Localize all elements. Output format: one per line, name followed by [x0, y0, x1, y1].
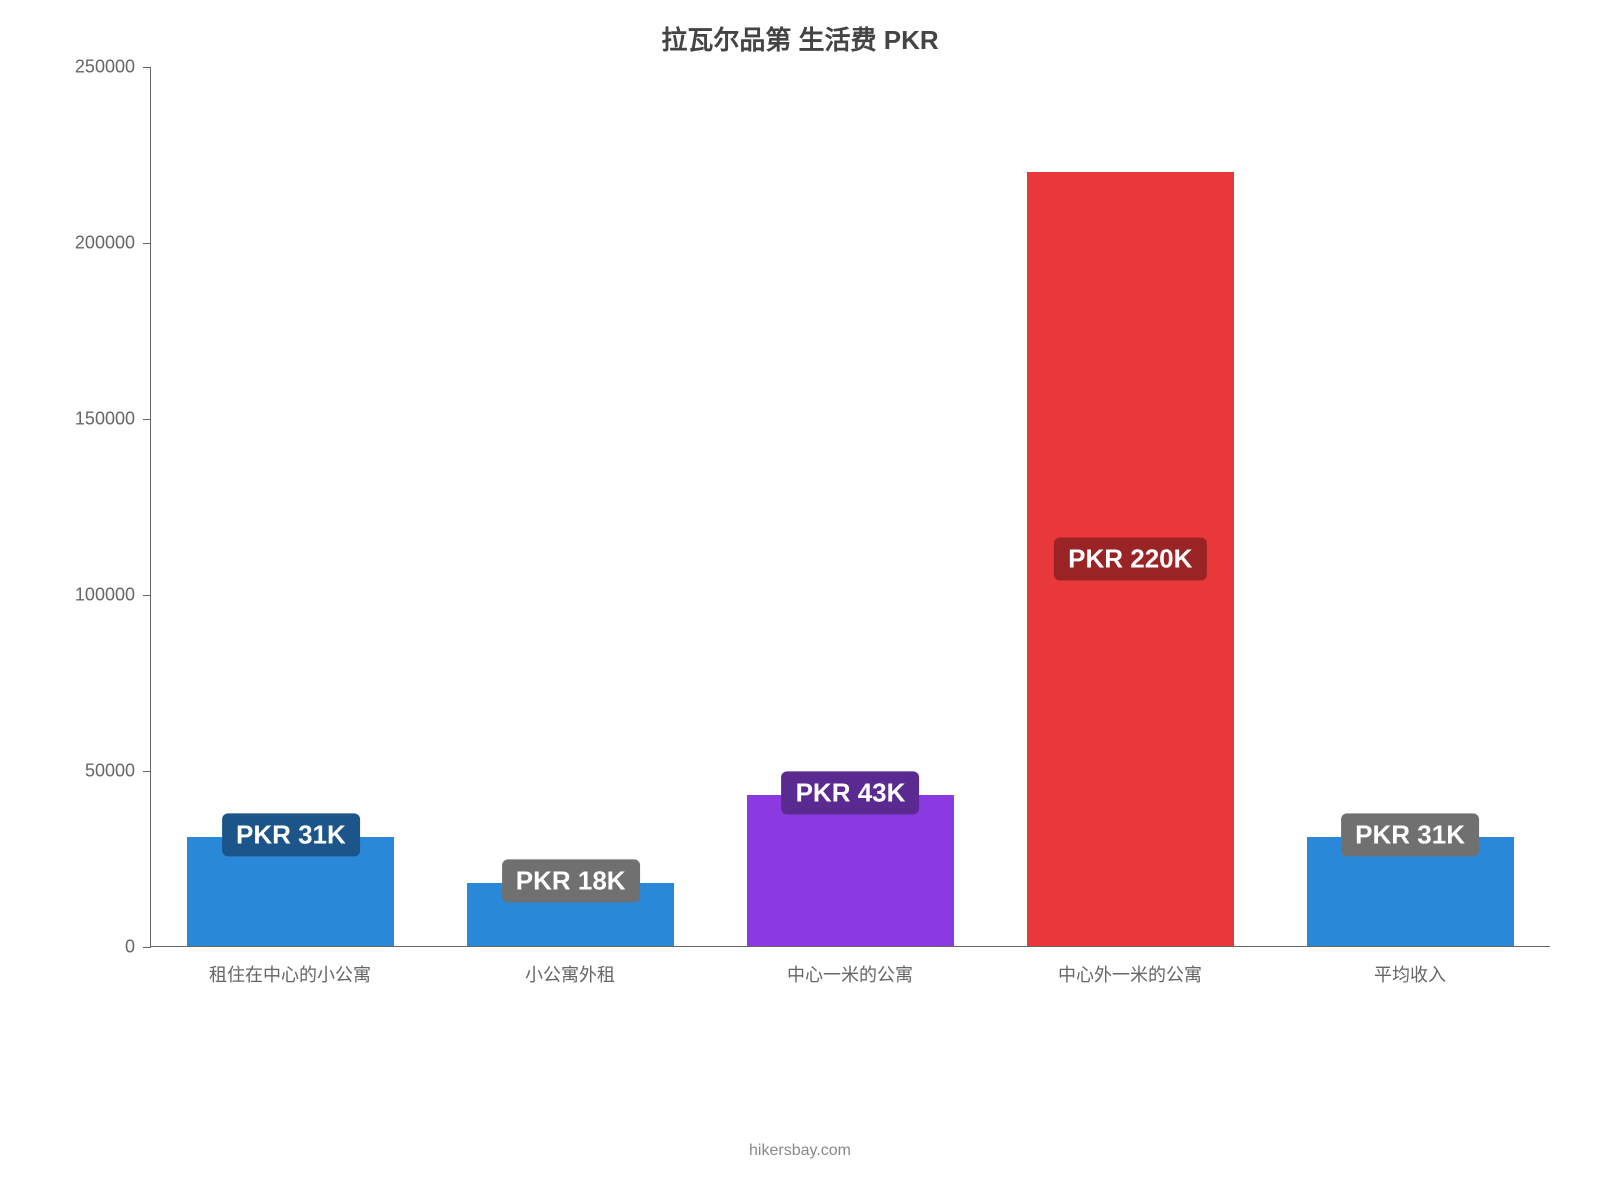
x-tick-label: 小公寓外租: [430, 961, 710, 987]
plot-area: PKR 31KPKR 18KPKR 43KPKR 220KPKR 31K 050…: [150, 67, 1550, 947]
bar: PKR 43K: [747, 795, 954, 946]
bar: PKR 18K: [467, 883, 674, 946]
y-tick: [143, 595, 151, 596]
x-tick-label: 中心一米的公寓: [710, 961, 990, 987]
x-tick-label: 平均收入: [1270, 961, 1550, 987]
y-tick: [143, 243, 151, 244]
chart-container: 拉瓦尔品第 生活费 PKR PKR 31K PKR 18K PKR 43K PKR 2…: [0, 0, 1600, 1200]
bar-slot: PKR 220K: [990, 67, 1270, 946]
x-axis-labels: 租住在中心的小公寓小公寓外租中心一米的公寓中心外一米的公寓平均收入: [150, 961, 1550, 987]
bar-slot: PKR 31K: [151, 67, 431, 946]
bar: PKR 31K: [187, 837, 394, 946]
y-tick-label: 200000: [75, 233, 135, 254]
y-tick: [143, 947, 151, 948]
credit-text: hikersbay.com: [749, 1142, 851, 1160]
y-tick-label: 250000: [75, 57, 135, 78]
x-tick-label: 中心外一米的公寓: [990, 961, 1270, 987]
y-tick-label: 50000: [85, 761, 135, 782]
value-badge: PKR 43K: [782, 771, 920, 814]
y-tick: [143, 67, 151, 68]
y-tick-label: 0: [125, 937, 135, 958]
y-tick: [143, 419, 151, 420]
y-tick-label: 150000: [75, 409, 135, 430]
bar: PKR 31K: [1307, 837, 1514, 946]
bar-slot: PKR 31K: [1270, 67, 1550, 946]
value-badge: PKR 220K: [1054, 537, 1206, 580]
bar-slot: PKR 18K: [431, 67, 711, 946]
value-badge: PKR 31K: [1341, 813, 1479, 856]
y-tick: [143, 771, 151, 772]
bar: PKR 220K: [1027, 172, 1234, 946]
y-tick-label: 100000: [75, 585, 135, 606]
bar-slot: PKR 43K: [711, 67, 991, 946]
chart-title: 拉瓦尔品第 生活费 PKR: [40, 20, 1560, 57]
bars-group: PKR 31K PKR 18K PKR 43K PKR 220K PKR 31K: [151, 67, 1550, 946]
value-badge: PKR 18K: [502, 859, 640, 902]
x-tick-label: 租住在中心的小公寓: [150, 961, 430, 987]
value-badge: PKR 31K: [222, 813, 360, 856]
chart-wrap: PKR 31KPKR 18KPKR 43KPKR 220KPKR 31K 050…: [150, 67, 1560, 987]
